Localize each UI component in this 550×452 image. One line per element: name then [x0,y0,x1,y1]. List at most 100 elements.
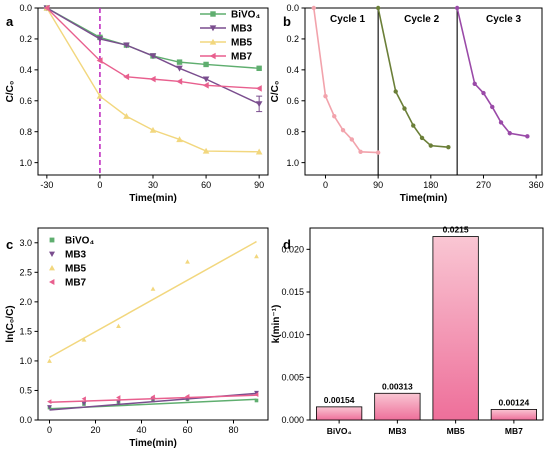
panel-d-bar [374,392,421,421]
panel-a-legend-label: MB3 [231,24,253,35]
panel-c-data-point [81,337,87,342]
panel-c-x-axis-label: Time(min) [129,438,177,449]
panel-a-x-tick-label: 30 [148,180,158,190]
panel-d-y-tick-label: 0.020 [281,245,304,255]
panel-a-y-tick-label: 0.0 [19,3,32,13]
panel-c-data-point [116,399,121,405]
panel-a-y-tick-label: 0.2 [19,34,32,44]
panel-a-x-tick-label: 60 [201,180,211,190]
panel-c-x-tick-label: 0 [47,425,52,435]
panel-b-cycle-label: Cycle 1 [330,14,365,25]
panel-b-cycle-line [456,7,528,138]
panel-d-plot-frame [309,227,544,421]
panel-d-y-axis-label: k(min⁻¹) [271,305,282,344]
panel-d-bar [432,236,479,421]
panel-c-chart: c 0 20 40 60 80 0.0 0.5 1.0 1.5 2.0 2.5 3.0 Time(min)… [5,227,269,449]
panel-c-letter: c [6,237,13,252]
panel-a-legend-marker [209,38,217,45]
panel-c-x-tick-label: 40 [136,425,146,435]
panel-d-bar-value-label: 0.00154 [324,395,355,405]
panel-d-category-label: BiVO₄ [327,426,352,436]
panel-b-data-point [525,134,530,139]
panel-b-data-point [340,127,346,133]
panel-c-data-point [47,399,52,405]
panel-c-y-tick-label: 0.0 [19,415,32,425]
panel-a-legend-label: MB7 [231,52,253,63]
panel-b-y-tick-label: 0.0 [286,3,299,13]
panel-b-y-tick-label: 1.0 [286,158,299,168]
panel-a-y-tick-label: 1.0 [19,158,32,168]
panel-b-data-point [375,5,381,11]
panel-b-data-point [358,149,363,155]
panel-a-data-point [96,36,104,43]
panel-c-legend-label: MB7 [65,278,87,289]
panel-c-y-tick-label: 3.0 [19,238,32,248]
panel-c-legend-marker [49,279,55,285]
panel-b-cycle-label: Cycle 3 [486,14,521,25]
panel-c-data-point [47,358,52,363]
panel-c-data-point [116,395,121,400]
panel-a-data-point [43,4,50,12]
panel-b-letter: b [283,14,291,29]
panel-c-y-tick-label: 0.5 [19,386,32,396]
panel-a-data-point [123,73,130,81]
panel-c-data-point [116,323,121,328]
panel-b-data-point [311,5,316,11]
panel-b-x-tick-label: 0 [323,180,328,190]
panel-d-letter: d [283,237,291,252]
panel-d-bar-value-label: 0.0215 [443,225,469,235]
panel-c-data-point [185,393,190,399]
panel-b-x-tick-label: 360 [529,180,544,190]
panel-c-legend-label: MB5 [65,264,87,275]
panel-b-data-point [332,114,337,119]
panel-b-data-point [402,106,407,111]
panel-b-y-axis-label: C/C₀ [270,81,281,103]
panel-c-data-point [47,405,52,410]
panel-a-letter: a [6,14,14,29]
panel-c-y-tick-label: 1.5 [19,327,32,337]
panel-a-data-point [149,75,156,83]
panel-d-bar-value-label: 0.00313 [382,381,413,391]
panel-c-plot-frame [37,227,269,421]
panel-b-data-point [454,5,460,11]
panel-c-y-tick-label: 1.0 [19,356,32,366]
panel-a-data-point [149,53,157,60]
panel-a-x-axis-label: Time(min) [129,193,177,204]
panel-d-y-tick-label: 0.000 [281,415,304,425]
panel-d-y-tick-label: 0.010 [281,330,304,340]
panel-a-series-line [46,7,260,70]
panel-a-legend-marker [209,52,216,60]
panel-a-data-point [202,76,210,83]
panel-c-data-point [81,396,86,402]
panel-b-chart: b 0 90 180 270 360 0.0 0.2 0.4 0.6 0.8 1.0 Time(min)… [270,3,544,204]
panel-c-y-tick-label: 2.5 [19,268,32,278]
panel-b-data-point [419,135,425,141]
panel-b-x-axis-label: Time(min) [400,193,448,204]
panel-b-x-tick-label: 270 [476,180,491,190]
panel-b-data-point [507,131,513,136]
panel-b-data-point [481,90,486,96]
panel-a-y-axis-label: C/C₀ [5,81,16,103]
panel-d-bar [316,406,363,421]
panel-b-data-point [446,144,451,150]
panel-b-y-tick-label: 0.4 [286,65,299,75]
panel-c-data-point [185,259,190,264]
panel-d-category-label: MB7 [505,426,523,436]
panel-a-data-point [176,65,183,72]
panel-d-chart: d 0.000 0.005 0.010 0.015 0.020 k(min⁻¹) 0.0015… [271,225,544,436]
panel-c-x-tick-label: 20 [90,425,100,435]
panel-c-y-axis-label: ln(C₀/C) [5,305,16,342]
panel-c-data-point [254,392,259,397]
panel-a-legend-label: MB5 [231,38,253,49]
panel-a-series-line [46,7,260,90]
panel-b-data-point [349,137,355,142]
panel-b-data-point [411,123,416,128]
panel-b-y-tick-label: 0.2 [286,34,299,44]
panel-c-legend-marker [49,265,55,271]
panel-d-y-tick-label: 0.015 [281,287,304,297]
panel-a-data-point [96,92,104,99]
panel-b-data-point [428,143,434,148]
panel-a-data-point [123,42,130,49]
panel-b-data-point [393,89,398,94]
